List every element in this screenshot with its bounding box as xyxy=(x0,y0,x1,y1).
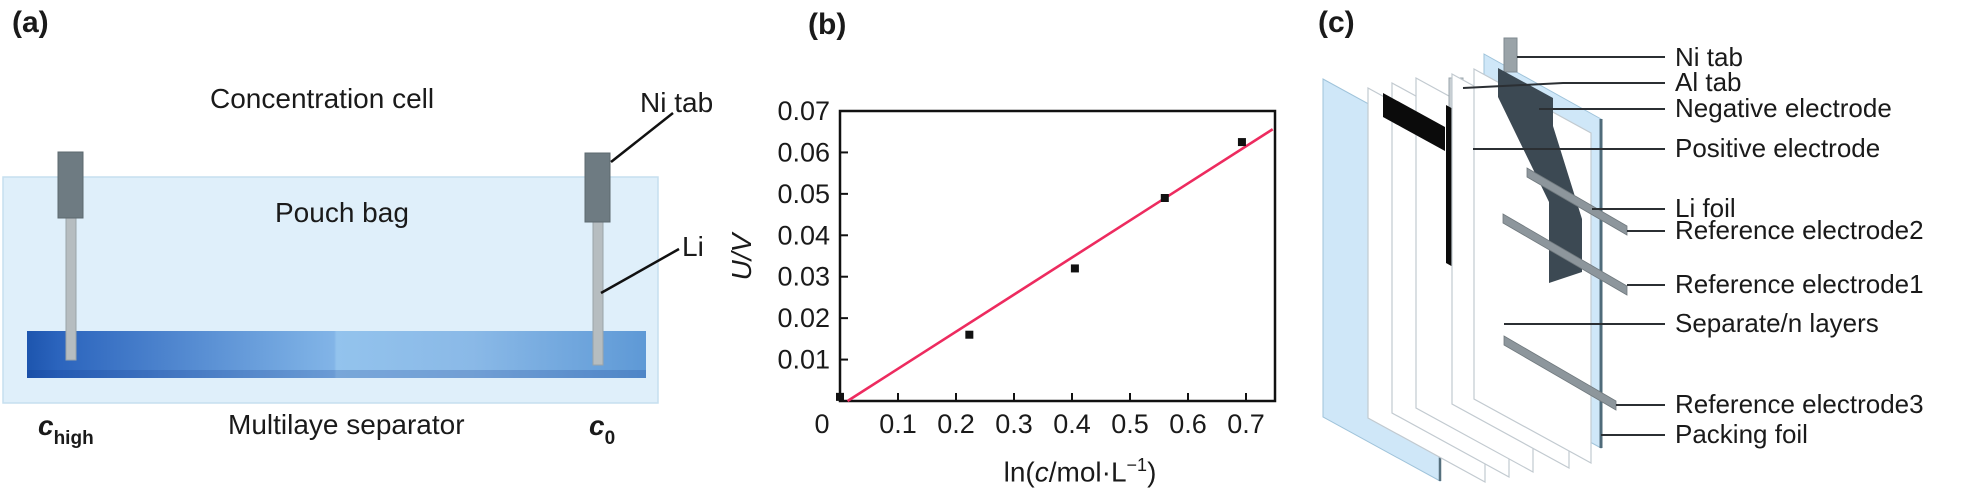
panel-b-tag: (b) xyxy=(808,8,847,41)
y-tick-label: 0.03 xyxy=(777,262,830,292)
reference-electrode-strip xyxy=(1502,213,1628,296)
x-tick-label: 0 xyxy=(814,409,829,439)
label-li-foil: Li foil xyxy=(1675,193,1736,223)
label-al-tab: Al tab xyxy=(1675,67,1742,97)
concentration-cell-schematic xyxy=(2,112,680,404)
y-tick-label: 0.02 xyxy=(777,303,830,333)
multilayer-separator-label: Multilaye separator xyxy=(228,409,465,440)
left-electrode-rod xyxy=(65,217,77,361)
c-high-sub: high xyxy=(53,427,94,449)
ni-tab-shape xyxy=(1503,37,1518,73)
data-point xyxy=(1237,138,1246,147)
positive-electrode-bar xyxy=(1383,93,1445,151)
y-axis-title-text: U/V xyxy=(726,233,757,281)
li-label: Li xyxy=(682,231,704,262)
y-tick-label: 0.05 xyxy=(777,179,830,209)
label-negative-electrode: Negative electrode xyxy=(1675,93,1892,123)
c-zero-var: c xyxy=(589,410,605,441)
c-zero-label: c0 xyxy=(589,411,615,452)
li-foil-strip xyxy=(1526,167,1628,236)
y-tick-label: 0.06 xyxy=(777,137,830,167)
x-tick-label: 0.7 xyxy=(1227,409,1265,439)
reference-electrode-strip xyxy=(1503,335,1617,411)
c-zero-sub: 0 xyxy=(604,427,616,449)
label-separate-layers: Separate/n layers xyxy=(1675,308,1879,338)
data-point xyxy=(1160,194,1169,202)
y-tick-label: 0.07 xyxy=(777,96,830,126)
ni-tab-label-a: Ni tab xyxy=(640,87,714,118)
right-electrode-tab xyxy=(584,152,611,223)
label-reference-electrode2: Reference electrode2 xyxy=(1675,215,1924,245)
label-positive-electrode: Positive electrode xyxy=(1675,133,1881,163)
label-ni-tab: Ni tab xyxy=(1675,42,1743,72)
panel-c-tag: (c) xyxy=(1318,6,1355,39)
y-tick-label: 0.04 xyxy=(777,220,830,250)
data-point xyxy=(836,392,844,401)
y-tick-label: 0.01 xyxy=(777,345,830,375)
panel-a-title: Concentration cell xyxy=(210,83,435,114)
label-packing-foil: Packing foil xyxy=(1675,419,1808,449)
x-axis-title: ln(c/mol·L−1) xyxy=(940,450,1220,487)
multilayer-separator-bar xyxy=(27,331,646,378)
x-title-prefix: ln( xyxy=(1003,456,1035,488)
c-high-label: chigh xyxy=(38,411,94,452)
left-electrode-tab xyxy=(57,151,84,219)
data-point xyxy=(1070,264,1079,273)
al-tab-leader xyxy=(1462,82,1665,89)
x-title-mid: /mol·L xyxy=(1048,456,1127,488)
cell-stack-diagram xyxy=(1322,37,1665,484)
x-tick-label: 0.4 xyxy=(1053,409,1091,439)
voltage-vs-lnc-chart: 0 0.1 0.2 0.3 0.4 0.5 0.6 0.7 0.01 0.02 0.03 0.04 0.… xyxy=(777,96,1277,439)
label-reference-electrode3: Reference electrode3 xyxy=(1675,389,1924,419)
label-reference-electrode1: Reference electrode1 xyxy=(1675,269,1924,299)
x-title-suffix: ) xyxy=(1147,456,1157,488)
li-leader-line xyxy=(600,247,680,295)
x-tick-label: 0.3 xyxy=(995,409,1033,439)
y-axis-title: U/V xyxy=(726,212,757,302)
x-tick-label: 0.1 xyxy=(879,409,917,439)
x-title-sup: −1 xyxy=(1126,455,1148,475)
stack-leader-lines xyxy=(1462,56,1665,436)
x-tick-label: 0.5 xyxy=(1111,409,1149,439)
x-tick-label: 0.6 xyxy=(1169,409,1207,439)
ni-tab-leader-line xyxy=(610,112,674,163)
x-tick-label: 0.2 xyxy=(937,409,975,439)
plot-frame xyxy=(838,109,1277,403)
separator-bar-shadow xyxy=(27,370,646,378)
x-title-var: c xyxy=(1034,456,1049,488)
data-point xyxy=(965,330,974,339)
panel-a-tag: (a) xyxy=(12,6,49,39)
pouch-bag-label: Pouch bag xyxy=(275,197,409,228)
fit-line xyxy=(846,128,1274,403)
c-high-var: c xyxy=(38,410,54,441)
